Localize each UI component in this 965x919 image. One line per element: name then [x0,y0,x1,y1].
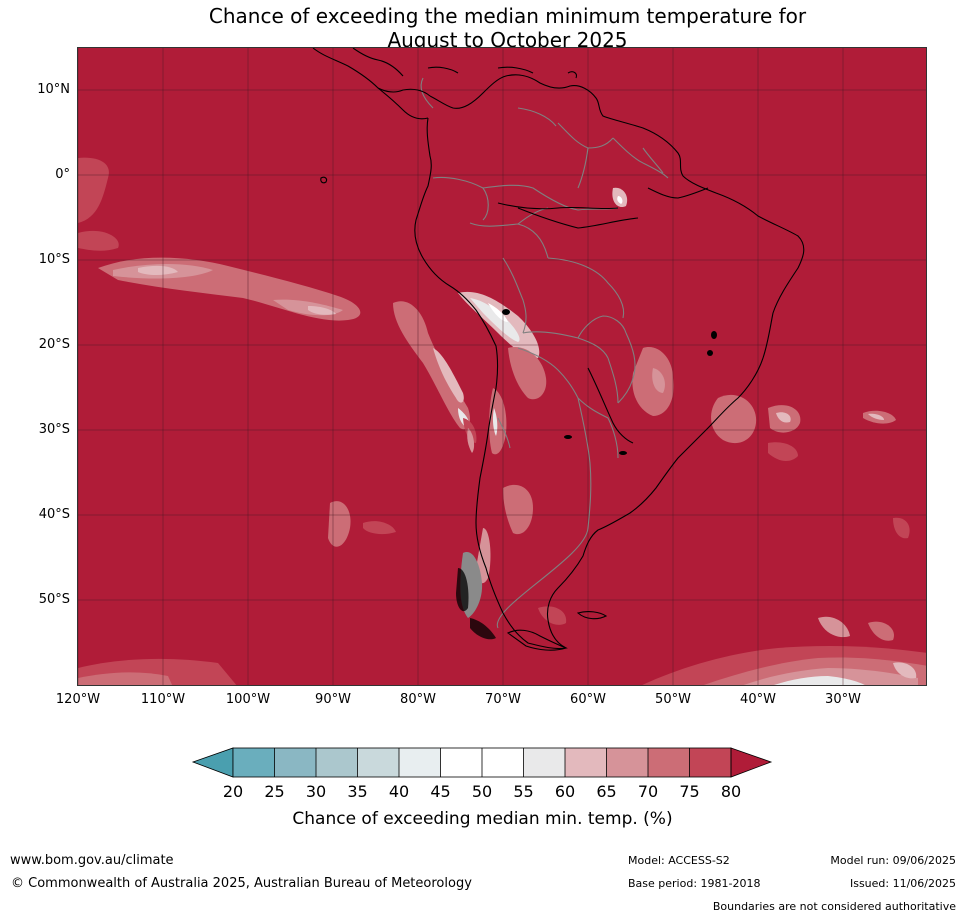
issued-date: Issued: 11/06/2025 [849,877,956,890]
colorbar-tick-45: 45 [430,782,451,801]
map-title: Chance of exceeding the median minimum t… [0,4,965,52]
colorbar-tick-75: 75 [679,782,700,801]
colorbar-tick-35: 35 [347,782,368,801]
colorbar-tick-40: 40 [388,782,410,801]
colorbar-bin-45-50 [440,748,482,777]
pacific-band-anomalies [78,157,396,547]
colorbar-tick-65: 65 [596,782,617,801]
lat-label-10s: 10°S [38,252,70,267]
colorbar-bin-40-45 [399,748,441,777]
copyright-notice: © Commonwealth of Australia 2025, Austra… [11,876,472,891]
lon-label-100w: 100°W [225,692,271,707]
south-atlantic-band [78,616,926,685]
colorbar-bin-55-60 [523,748,565,777]
colorbar-high-extension [730,747,773,778]
colorbar-bin-25-30 [274,748,316,777]
colorbar-tick-50: 50 [471,782,493,801]
lat-label-40s: 40°S [38,507,70,522]
chile-coast-anomalies [393,301,477,453]
colorbar-bin-30-35 [316,748,358,777]
lat-label-0: 0° [55,167,70,182]
lat-label-20s: 20°S [38,337,70,352]
graticule [78,48,926,685]
andes-anomalies [458,291,547,584]
brazil-atlantic-anomalies [538,187,910,625]
colorbar-tick-25: 25 [264,782,285,801]
colorbar-bin-65-70 [606,748,648,777]
lon-label-70w: 70°W [485,692,521,707]
colorbar-tick-30: 30 [305,782,327,801]
lon-label-120w: 120°W [55,692,101,707]
model-name: Model: ACCESS-S2 [628,854,730,867]
coastlines [312,48,805,651]
lon-label-60w: 60°W [570,692,606,707]
colorbar-dividers [232,747,732,778]
colorbar-low-extension [191,747,234,778]
base-period: Base period: 1981-2018 [628,877,761,890]
lakes [502,309,717,455]
lon-label-90w: 90°W [315,692,351,707]
colorbar-bin-60-65 [565,748,607,777]
colorbar-bin-20-25 [233,748,275,777]
colorbar-tick-60: 60 [554,782,576,801]
colorbar-bin-70-75 [648,748,690,777]
colorbar-label: Chance of exceeding median min. temp. (%… [292,809,673,829]
boundaries-disclaimer: Boundaries are not considered authoritat… [712,900,956,913]
map-canvas [78,48,926,685]
ocean-land-base-fill [78,48,926,685]
colorbar [191,747,773,778]
lat-label-50s: 50°S [38,592,70,607]
lon-label-50w: 50°W [655,692,691,707]
patagonia-fjords [456,552,496,640]
country-borders [420,77,669,629]
website-link[interactable]: www.bom.gov.au/climate [10,853,174,868]
model-run-date: Model run: 09/06/2025 [830,854,956,867]
colorbar-tick-80: 80 [720,782,742,801]
title-line-1: Chance of exceeding the median minimum t… [208,4,807,28]
colorbar-tick-20: 20 [222,782,244,801]
lat-label-30s: 30°S [38,422,70,437]
probability-map [77,47,927,686]
lon-label-110w: 110°W [140,692,186,707]
lon-label-80w: 80°W [400,692,436,707]
colorbar-bin-50-55 [482,748,524,777]
colorbar-bin-75-80 [689,748,731,777]
lat-label-10n: 10°N [37,82,70,97]
colorbar-bin-35-40 [357,748,399,777]
lon-label-30w: 30°W [825,692,861,707]
colorbar-tick-55: 55 [513,782,534,801]
lon-label-40w: 40°W [740,692,776,707]
colorbar-tick-70: 70 [637,782,659,801]
